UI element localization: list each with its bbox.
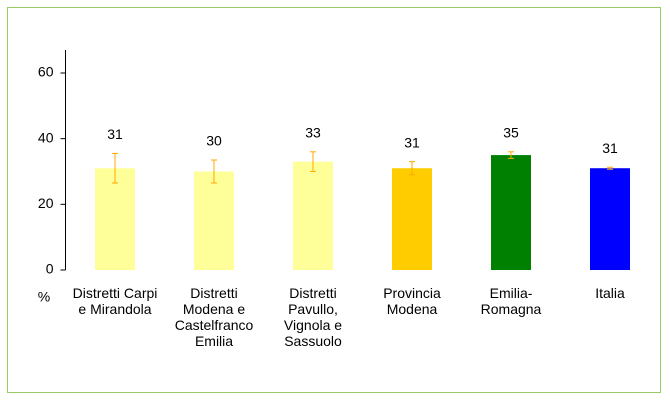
y-tick-label: 40	[38, 129, 54, 145]
data-label: 31	[602, 140, 618, 156]
y-tick-label: 0	[46, 261, 54, 277]
bar	[293, 161, 333, 270]
chart-frame	[7, 7, 661, 393]
x-tick-label: Italia	[595, 285, 625, 301]
data-label: 33	[305, 125, 321, 141]
data-label: 35	[503, 125, 519, 141]
y-axis-label: %	[38, 289, 50, 305]
x-tick-label: Distretti Modena e Castelfranco Emilia	[174, 285, 254, 349]
y-tick-label: 60	[38, 64, 54, 80]
bar	[194, 171, 234, 270]
bar	[95, 168, 135, 270]
x-tick-label: Distretti Pavullo, Vignola e Sassuolo	[283, 285, 343, 349]
data-label: 31	[107, 126, 123, 142]
data-label: 31	[404, 134, 420, 150]
x-tick-label: Provincia Modena	[383, 285, 441, 317]
x-tick-label: Distretti Carpi e Mirandola	[72, 285, 158, 317]
bar	[491, 155, 531, 270]
bar	[392, 168, 432, 270]
bar	[590, 168, 630, 270]
x-tick-label: Emilia-Romagna	[480, 285, 542, 317]
y-tick-label: 20	[38, 195, 54, 211]
data-label: 30	[206, 133, 222, 149]
